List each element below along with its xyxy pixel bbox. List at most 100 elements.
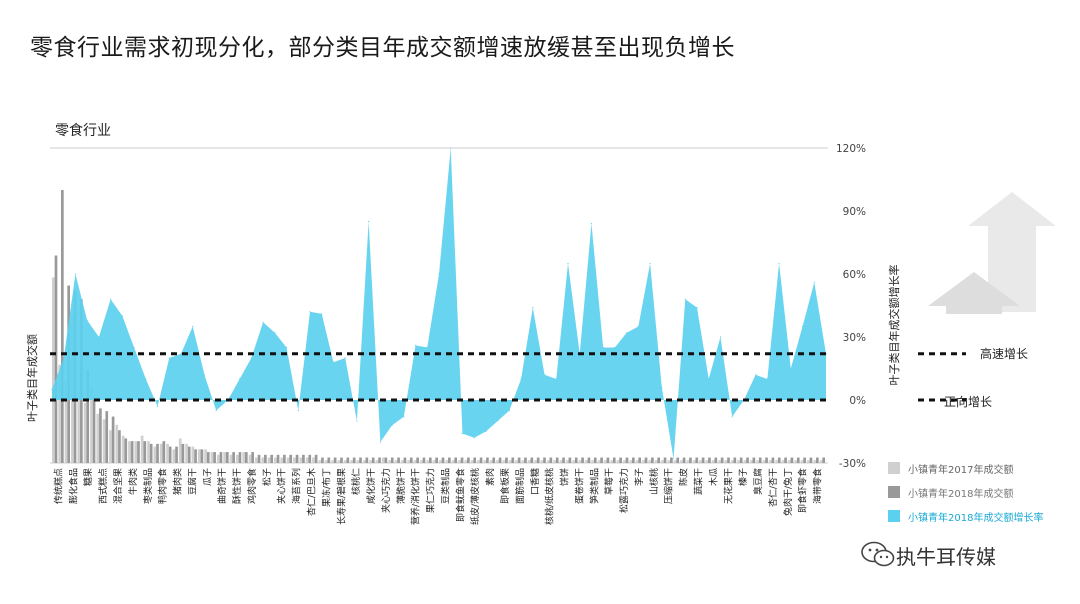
bar-2018 — [822, 457, 825, 463]
bar-2017 — [394, 460, 398, 463]
bar-2017 — [527, 460, 531, 463]
bar-2017 — [686, 460, 690, 463]
bar-2017 — [610, 460, 613, 463]
bar-2018 — [701, 457, 705, 463]
growth-rate-point — [801, 325, 804, 328]
bar-2018 — [727, 457, 730, 463]
bar-2018 — [790, 457, 794, 463]
bar-2018 — [530, 457, 534, 463]
bar-2017 — [546, 460, 550, 463]
bar-2018 — [720, 457, 724, 463]
growth-rate-area — [52, 148, 826, 459]
category-label: 曲奇饼干 — [216, 468, 228, 504]
bar-2018 — [99, 408, 102, 463]
right-axis-tick: 120% — [836, 143, 866, 155]
bar-2017 — [52, 277, 55, 463]
growth-rate-point — [145, 378, 147, 380]
bar-2018 — [130, 441, 134, 463]
category-label: 口香糖 — [529, 468, 541, 495]
bar-2017 — [762, 460, 766, 463]
category-label: 臭豆腐 — [752, 468, 764, 495]
bar-2017 — [216, 454, 220, 463]
bar-2017 — [819, 460, 823, 463]
bar-2018 — [378, 457, 381, 463]
bar-2018 — [460, 457, 464, 463]
bar-2018 — [428, 457, 432, 463]
wechat-icon — [861, 541, 895, 567]
bar-2018 — [600, 457, 603, 463]
bar-2018 — [92, 397, 96, 463]
bar-2018 — [149, 443, 153, 463]
growth-rate-point — [368, 220, 370, 223]
bar-2018 — [257, 454, 261, 463]
bar-2018 — [175, 446, 178, 463]
growth-rate-point — [672, 458, 675, 460]
right-axis-tick: 30% — [843, 332, 866, 344]
bar-2018 — [568, 457, 572, 463]
bar-2017 — [673, 460, 677, 463]
legend-item: 小镇青年2017年成交额 — [888, 456, 1078, 480]
growth-rate-point — [215, 409, 217, 412]
category-label: 草莓干 — [603, 468, 615, 495]
growth-rate-point — [661, 386, 663, 388]
bar-2017 — [153, 446, 157, 463]
category-label: 面筋制品 — [514, 468, 526, 504]
bar-2018 — [765, 457, 768, 463]
bar-2018 — [505, 457, 508, 463]
bar-2017 — [787, 460, 791, 463]
bar-2018 — [86, 370, 90, 463]
bar-2017 — [242, 452, 245, 463]
growth-rate-point — [332, 361, 335, 363]
growth-rate-point — [766, 378, 768, 380]
category-label: 素肉 — [484, 468, 496, 486]
page-title: 零食行业需求初现分化，部分类目年成交额增速放缓甚至出现负增长 — [30, 35, 735, 61]
bar-2018 — [746, 457, 749, 463]
bar-2018 — [733, 457, 737, 463]
growth-rate-point — [121, 315, 123, 317]
category-label: 豆腐干 — [186, 468, 198, 495]
bar-2018 — [479, 457, 483, 463]
bar-2018 — [194, 449, 197, 463]
bar-2017 — [159, 443, 163, 463]
watermark: 执牛耳传媒 — [860, 540, 996, 570]
bar-2018 — [181, 443, 185, 463]
bar-2017 — [324, 460, 328, 463]
bar-2018 — [321, 457, 324, 463]
category-label: 陈皮 — [678, 468, 690, 486]
bar-2018 — [118, 430, 121, 463]
bar-2017 — [331, 460, 334, 463]
bar-2018 — [467, 457, 470, 463]
bar-2017 — [477, 460, 480, 463]
category-label: 酥性饼干 — [231, 468, 243, 504]
bar-2018 — [264, 454, 267, 463]
legend-swatch — [888, 486, 900, 498]
bar-2017 — [375, 460, 379, 463]
bar-2017 — [629, 460, 632, 463]
bar-2017 — [724, 460, 728, 463]
bar-2018 — [422, 457, 426, 463]
bar-2018 — [644, 457, 648, 463]
bar-2018 — [232, 452, 235, 463]
bar-2017 — [622, 460, 626, 463]
category-label: 蔬菜干 — [692, 468, 704, 495]
bar-2017 — [229, 454, 233, 463]
growth-rate-point — [203, 374, 206, 376]
bar-2018 — [549, 457, 553, 463]
bar-2018 — [302, 454, 305, 463]
bar-2018 — [61, 190, 64, 463]
category-label: 蛋卷饼干 — [573, 468, 585, 504]
growth-rate-point — [156, 405, 159, 407]
bar-2018 — [187, 446, 191, 463]
bar-2017 — [800, 460, 804, 463]
growth-rate-point — [438, 273, 440, 275]
bar-2018 — [739, 457, 743, 463]
bar-2018 — [454, 457, 458, 463]
growth-rate-point — [602, 346, 604, 349]
bar-2017 — [235, 454, 239, 463]
bar-2018 — [448, 457, 451, 463]
growth-rate-point — [274, 332, 276, 334]
bar-2017 — [521, 460, 525, 463]
growth-rate-point — [696, 307, 698, 309]
bar-2018 — [473, 457, 477, 463]
